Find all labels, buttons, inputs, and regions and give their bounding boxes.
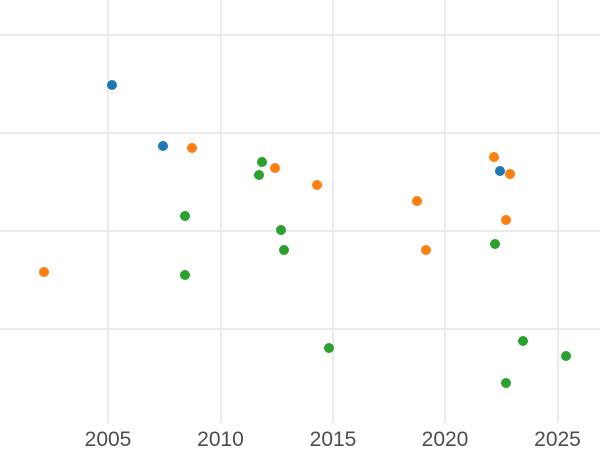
data-point-orange [312, 180, 322, 190]
data-point-green [279, 245, 289, 255]
data-point-green [254, 170, 264, 180]
horizontal-gridline [0, 132, 600, 134]
data-point-orange [505, 169, 515, 179]
data-point-green [561, 351, 571, 361]
data-point-green [518, 336, 528, 346]
data-point-orange [39, 267, 49, 277]
data-point-green [180, 211, 190, 221]
data-point-green [276, 225, 286, 235]
data-point-orange [270, 163, 280, 173]
horizontal-gridline [0, 230, 600, 232]
vertical-gridline [219, 0, 222, 423]
data-point-green [180, 270, 190, 280]
x-tick-label: 2005 [84, 428, 132, 450]
vertical-gridline [107, 0, 109, 423]
data-point-blue [495, 166, 505, 176]
data-point-orange [412, 196, 422, 206]
data-point-blue [158, 141, 168, 151]
data-point-orange [187, 143, 197, 153]
x-tick-label: 2010 [197, 428, 244, 450]
data-point-green [324, 343, 334, 353]
horizontal-gridline [0, 34, 600, 36]
data-point-orange [489, 152, 499, 162]
data-point-green [257, 157, 267, 167]
horizontal-gridline [0, 328, 600, 330]
data-point-orange [501, 215, 511, 225]
data-point-green [490, 239, 500, 249]
x-tick-label: 2025 [534, 428, 581, 450]
x-tick-label: 2015 [309, 428, 357, 450]
vertical-gridline [332, 0, 334, 423]
data-point-blue [107, 80, 117, 90]
data-point-green [501, 378, 511, 388]
vertical-gridline [444, 0, 446, 423]
data-point-orange [421, 245, 431, 255]
vertical-gridline [556, 0, 559, 423]
x-tick-label: 2020 [421, 428, 469, 450]
